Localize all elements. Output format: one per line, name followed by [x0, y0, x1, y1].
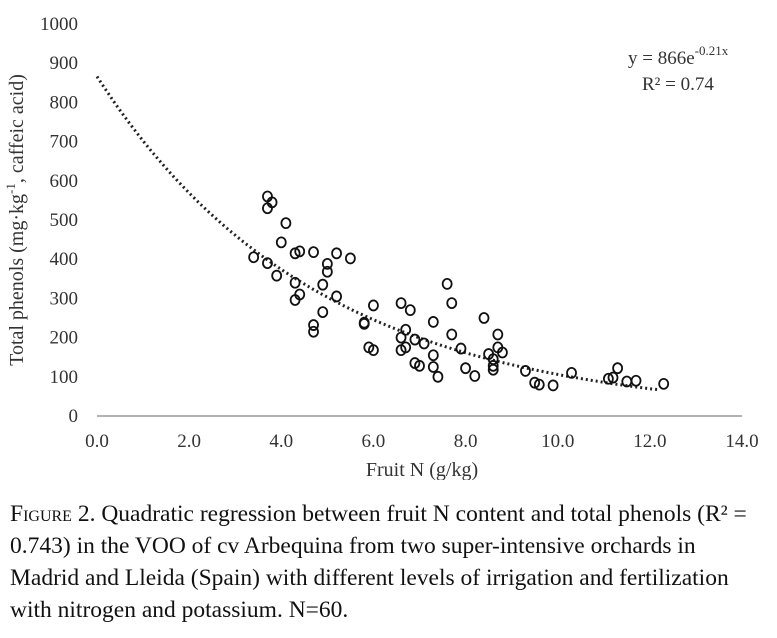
data-point	[395, 297, 407, 310]
y-tick-label: 600	[50, 171, 79, 192]
y-axis-title-end: , caffeic acid)	[6, 74, 28, 183]
data-point	[469, 370, 481, 382]
data-point	[308, 319, 319, 331]
data-point	[400, 341, 412, 354]
data-point	[460, 362, 471, 375]
y-axis-tick-labels: 0 100 200 300 400 500 600 700 800 900 1000	[40, 14, 78, 427]
data-point	[331, 247, 342, 260]
data-point	[331, 290, 342, 303]
data-point	[658, 377, 670, 390]
x-tick-label: 2.0	[177, 431, 201, 452]
data-point	[248, 251, 260, 264]
x-tick-label: 10.0	[541, 431, 574, 452]
data-point	[266, 196, 278, 209]
data-point	[271, 269, 283, 282]
y-axis-title-sup: -1	[3, 183, 18, 194]
equation-label: y = 866e-0.21x	[628, 43, 729, 69]
data-point	[404, 304, 416, 317]
data-point	[446, 297, 458, 310]
x-axis-tick-labels: 0.0 2.0 4.0 6.0 8.0 10.0 12.0 14.0	[85, 431, 759, 452]
x-tick-label: 4.0	[269, 431, 293, 452]
data-point	[427, 316, 439, 328]
data-point	[492, 328, 504, 341]
x-tick-label: 8.0	[454, 431, 478, 452]
y-tick-label: 100	[50, 367, 79, 388]
x-tick-label: 0.0	[85, 431, 109, 452]
y-tick-label: 200	[50, 328, 79, 349]
data-point	[455, 342, 467, 355]
data-point	[497, 346, 508, 359]
y-tick-label: 900	[50, 53, 79, 74]
data-point	[308, 325, 319, 338]
scatter-chart: 0 100 200 300 400 500 600 700 800 900 1000 0.0 2.0 4…	[3, 14, 759, 480]
x-tick-label: 6.0	[362, 431, 386, 452]
data-point	[321, 265, 333, 278]
data-point	[317, 278, 329, 291]
y-tick-label: 0	[69, 406, 79, 427]
data-point	[358, 317, 370, 330]
figure-caption-text: Quadratic regression between fruit N con…	[10, 501, 747, 623]
data-point	[308, 246, 319, 259]
data-point	[478, 312, 490, 324]
data-point	[294, 245, 306, 258]
y-axis-title-main: Total phenols (mg·kg	[6, 194, 28, 366]
y-tick-label: 300	[50, 288, 79, 309]
data-point	[602, 372, 614, 385]
data-point	[427, 349, 439, 362]
data-point	[612, 362, 624, 375]
y-tick-label: 400	[50, 249, 79, 270]
data-point	[547, 379, 559, 392]
data-point	[418, 337, 430, 350]
equation-exponent: -0.21x	[695, 43, 729, 58]
data-point	[280, 217, 292, 230]
y-tick-label: 500	[50, 210, 79, 231]
data-point	[432, 370, 444, 383]
figure-caption: Figure 2. Quadratic regression between f…	[10, 498, 770, 626]
y-tick-label: 1000	[40, 14, 78, 35]
x-tick-label: 12.0	[633, 431, 666, 452]
x-tick-label: 14.0	[725, 431, 758, 452]
data-point	[630, 374, 642, 387]
data-point	[533, 378, 545, 391]
data-point	[275, 236, 287, 249]
data-points	[248, 190, 670, 392]
data-point	[262, 257, 273, 270]
y-tick-label: 700	[50, 132, 79, 153]
data-point	[289, 276, 301, 289]
data-point	[414, 359, 425, 372]
data-point	[487, 359, 499, 372]
data-point	[344, 252, 356, 265]
data-point	[289, 294, 301, 306]
trendline	[95, 75, 660, 392]
data-point	[607, 371, 619, 384]
figure-caption-label: Figure 2.	[10, 501, 96, 527]
data-point	[441, 277, 453, 290]
data-point	[368, 299, 379, 312]
data-point	[427, 361, 439, 373]
data-point	[520, 365, 531, 377]
data-point	[487, 363, 499, 376]
y-axis-title: Total phenols (mg·kg-1, caffeic acid)	[3, 74, 28, 366]
data-point	[321, 258, 333, 270]
data-point	[317, 306, 329, 319]
y-tick-label: 800	[50, 92, 79, 113]
data-point	[395, 331, 407, 344]
equation-prefix: y = 866e	[628, 48, 695, 69]
r-squared-label: R² = 0.74	[642, 74, 714, 95]
data-point	[446, 328, 458, 341]
data-point	[566, 366, 577, 379]
x-axis-title: Fruit N (g/kg)	[366, 459, 478, 480]
data-point	[409, 333, 421, 346]
data-point	[368, 344, 379, 357]
